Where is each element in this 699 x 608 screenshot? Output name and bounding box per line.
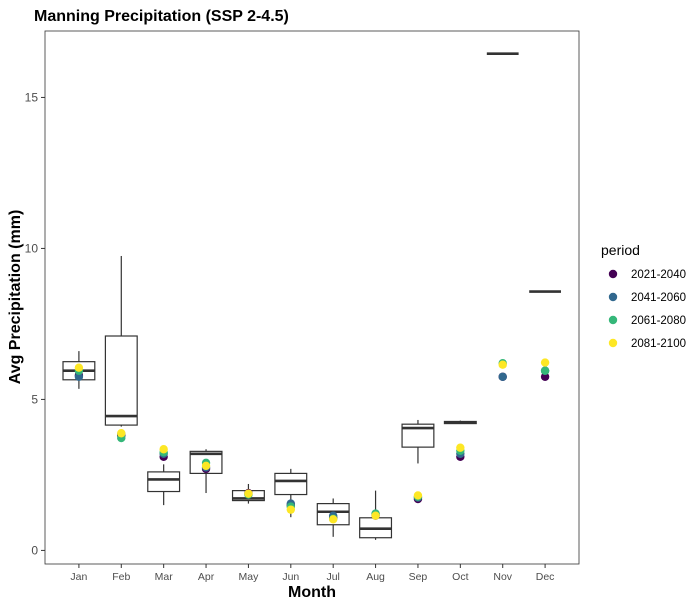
x-tick-label: Dec [536, 571, 555, 583]
y-tick-label: 15 [25, 90, 39, 104]
x-axis-title: Month [288, 584, 336, 601]
x-tick-label: Nov [493, 571, 512, 583]
legend-key [608, 292, 618, 302]
legend: period 2021-2040 2041-2060 2061-2080 2081-2… [601, 242, 686, 350]
y-axis: 0 5 10 15 [25, 90, 45, 557]
y-tick-label: 5 [31, 392, 38, 406]
data-point [328, 515, 338, 524]
box [274, 472, 308, 496]
boxplots [62, 52, 561, 540]
legend-label: 2041-2060 [631, 292, 686, 304]
data-point [286, 505, 296, 514]
chart-title: Manning Precipitation (SSP 2-4.5) [34, 8, 289, 25]
y-tick-label: 10 [25, 241, 39, 255]
data-point [498, 372, 507, 381]
box [104, 335, 138, 426]
boxplot-feb [104, 255, 138, 427]
box [401, 423, 435, 448]
data-point [244, 489, 253, 498]
series-2081-2100 [74, 358, 550, 524]
x-tick-label: Jan [70, 571, 87, 583]
data-point [371, 511, 380, 520]
legend-label: 2081-2100 [631, 338, 686, 350]
data-point [498, 360, 507, 369]
x-tick-label: Mar [155, 571, 174, 583]
legend-key [608, 269, 618, 279]
data-point [201, 461, 211, 471]
data-point [540, 366, 550, 375]
y-tick-label: 0 [31, 543, 38, 557]
x-tick-label: Jul [326, 571, 339, 583]
data-point [159, 445, 168, 454]
legend-label: 2061-2080 [631, 315, 686, 327]
period-points [74, 358, 550, 524]
box [147, 471, 181, 493]
x-tick-label: Jun [282, 571, 299, 583]
boxplot-mar [147, 464, 181, 506]
x-tick-label: Aug [366, 571, 385, 583]
data-point [540, 358, 550, 367]
legend-key [608, 338, 618, 348]
x-axis: Jan Feb Mar Apr May Jun Jul Aug Sep Oct Nov Dec [70, 564, 554, 583]
data-point [74, 363, 84, 372]
data-point [540, 372, 550, 381]
y-axis-title: Avg Precipitation (mm) [7, 210, 24, 385]
x-tick-label: May [239, 571, 260, 583]
x-tick-label: Oct [452, 571, 468, 583]
x-tick-label: Apr [198, 571, 215, 583]
data-point [413, 491, 423, 500]
boxplot-oct [443, 420, 477, 425]
x-tick-label: Sep [409, 571, 428, 583]
legend-key [608, 315, 618, 325]
data-point [74, 372, 84, 381]
plot-panel [44, 30, 580, 565]
data-point [117, 429, 126, 438]
legend-title: period [601, 242, 640, 258]
boxplot-sep [401, 419, 435, 464]
data-point [456, 443, 465, 452]
legend-label: 2021-2040 [631, 269, 686, 281]
x-tick-label: Feb [112, 571, 130, 583]
